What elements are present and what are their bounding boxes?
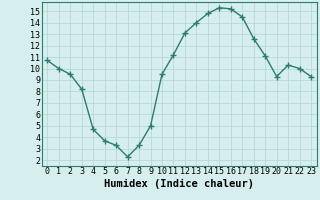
X-axis label: Humidex (Indice chaleur): Humidex (Indice chaleur) [104,179,254,189]
